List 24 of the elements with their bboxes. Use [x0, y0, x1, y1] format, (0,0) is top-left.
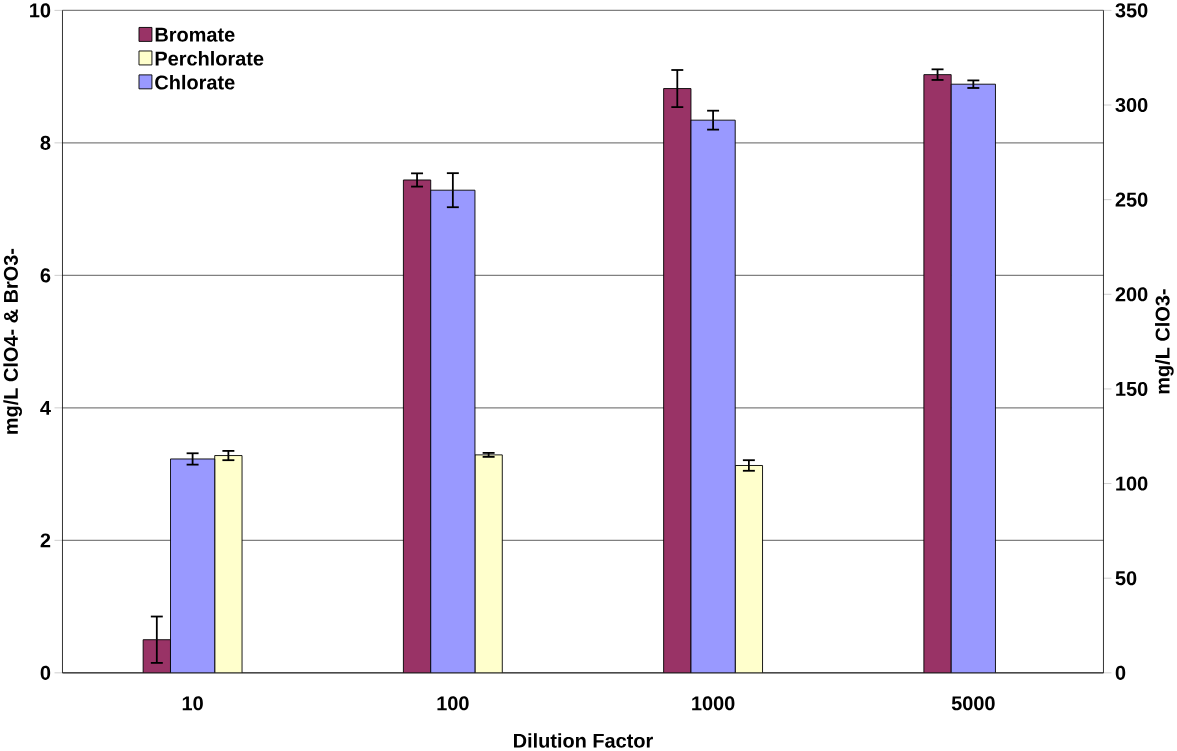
y-axis-title: mg/L ClO4- & BrO3-: [3, 248, 22, 434]
x-tick-label: 5000: [951, 696, 995, 711]
legend-label: Perchlorate: [155, 50, 264, 66]
y2-tick-label: 200: [1115, 287, 1148, 302]
y2-tick-label: 300: [1115, 97, 1148, 113]
y-tick-label: 10: [30, 3, 51, 18]
y-tick-label: 6: [40, 268, 51, 283]
legend-label: Bromate: [155, 27, 235, 42]
x-tick-label: 10: [182, 696, 203, 711]
x-tick-label: 1000: [692, 696, 735, 711]
y2-tick-label: 150: [1116, 381, 1148, 396]
legend-label: Chlorate: [155, 74, 235, 90]
y-tick-label: 4: [40, 400, 51, 415]
y-tick-label: 8: [40, 135, 51, 150]
y-tick-label: 0: [40, 665, 51, 680]
y2-tick-label: 50: [1115, 571, 1137, 586]
y2-tick-label: 0: [1115, 665, 1126, 680]
x-tick-label: 100: [437, 696, 469, 711]
y2-tick-label: 250: [1115, 192, 1148, 207]
y2-tick-label: 100: [1116, 476, 1148, 491]
y2-tick-label: 350: [1115, 3, 1148, 18]
x-axis-title: Dilution Factor: [514, 733, 653, 748]
y2-axis-title: mg/L ClO3-: [1155, 289, 1174, 394]
y-tick-label: 2: [40, 533, 51, 548]
